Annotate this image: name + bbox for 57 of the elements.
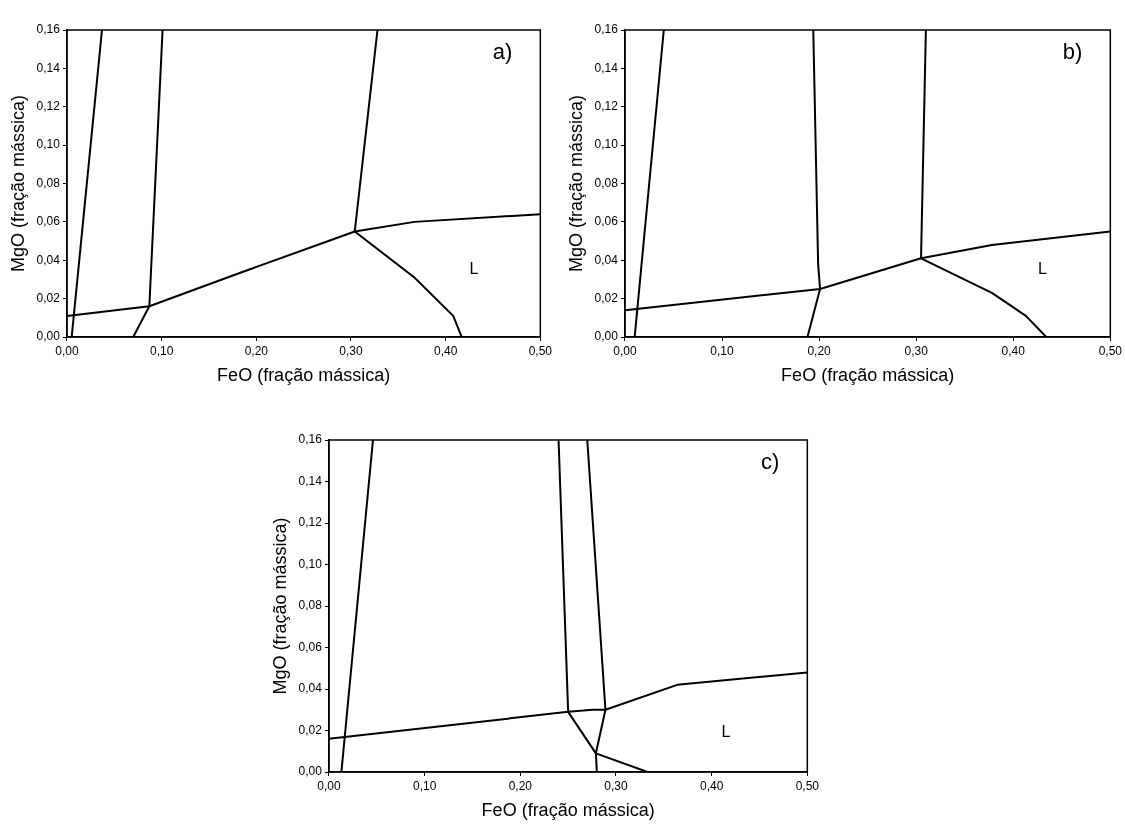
y-tick-label: 0,14 [298,473,323,488]
x-tick-label: 0,10 [149,343,174,358]
y-tick-label: 0,02 [298,722,323,737]
y-tick-label: 0,14 [594,60,619,75]
y-tick-label: 0,08 [298,598,323,613]
y-tick-label: 0,14 [36,60,61,75]
annotation: L [1037,259,1047,277]
y-tick-label: 0,16 [594,22,619,37]
annotation: c) [760,449,780,475]
y-tick-label: 0,04 [298,681,323,696]
x-tick-label: 0,10 [710,343,735,358]
y-tick-label: 0,06 [36,214,61,229]
y-tick-label: 0,08 [36,175,61,190]
y-tick-label: 0,06 [298,639,323,654]
y-tick-label: 0,10 [36,137,61,152]
x-tick-label: 0,30 [904,343,929,358]
y-axis-title: MgO (fração mássica) [269,517,290,695]
x-tick-label: 0,00 [55,343,79,358]
x-tick-label: 0,30 [604,778,628,793]
y-axis-title: MgO (fração mássica) [565,94,586,273]
x-tick-label: 0,20 [807,343,832,358]
x-tick-label: 0,40 [1001,343,1026,358]
y-tick-label: 0,00 [36,329,61,344]
x-tick-label: 0,00 [613,343,637,358]
x-tick-label: 0,20 [244,343,269,358]
y-tick-label: 0,12 [594,99,619,114]
annotation: a) [492,39,513,65]
x-tick-label: 0,50 [795,778,820,793]
annotation: L [721,722,731,740]
x-tick-label: 0,00 [317,778,341,793]
x-axis-title: FeO (fração mássica) [481,800,655,821]
y-tick-label: 0,00 [594,329,619,344]
y-tick-label: 0,16 [298,432,323,447]
x-axis-title: FeO (fração mássica) [781,365,955,386]
x-tick-label: 0,40 [433,343,458,358]
y-tick-label: 0,12 [36,99,61,114]
y-tick-label: 0,04 [36,252,61,267]
y-tick-label: 0,00 [298,764,323,779]
y-tick-label: 0,02 [594,290,619,305]
y-tick-label: 0,12 [298,515,323,530]
y-tick-label: 0,08 [594,175,619,190]
y-tick-label: 0,04 [594,252,619,267]
x-tick-label: 0,30 [339,343,363,358]
y-tick-label: 0,06 [594,214,619,229]
annotation: b) [1062,39,1083,65]
y-tick-label: 0,10 [594,137,619,152]
y-tick-label: 0,16 [36,22,61,37]
x-tick-label: 0,20 [508,778,533,793]
y-tick-label: 0,02 [36,290,61,305]
x-axis-title: FeO (fração mássica) [217,365,391,386]
x-tick-label: 0,10 [412,778,437,793]
annotation: L [469,259,479,277]
x-tick-label: 0,50 [528,343,553,358]
x-tick-label: 0,40 [699,778,724,793]
y-tick-label: 0,10 [298,556,323,571]
y-axis-title: MgO (fração mássica) [7,94,28,273]
x-tick-label: 0,50 [1098,343,1123,358]
